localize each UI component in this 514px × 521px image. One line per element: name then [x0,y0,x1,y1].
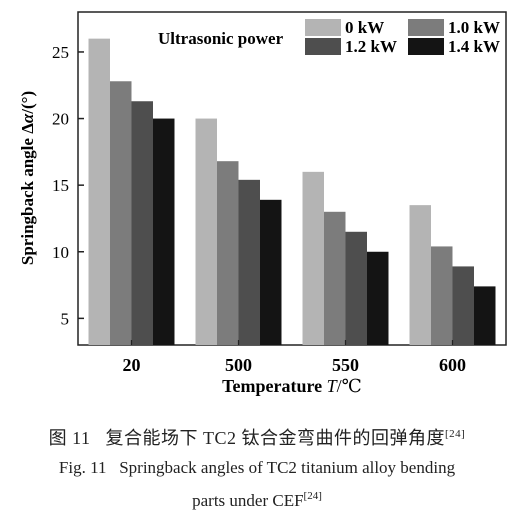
caption-english-line1: Fig. 11 Springback angles of TC2 titaniu… [0,458,514,478]
bar [153,118,175,345]
x-tick-label: 550 [332,355,359,375]
y-tick-label: 25 [52,43,69,62]
y-axis-label-unit: /(°) [18,91,37,115]
caption-english-line2: parts under CEF[24] [0,490,514,511]
y-tick-label: 10 [52,243,69,262]
plot-frame [77,11,507,346]
legend-swatch [305,19,341,36]
legend-title: Ultrasonic power [158,29,284,48]
bar [409,205,431,345]
legend-label: 0 kW [345,18,384,37]
x-axis-label-main: Temperature [222,376,326,396]
bar [431,246,453,345]
legend-label: 1.2 kW [345,37,397,56]
bars-group [88,38,496,345]
legend-swatch [408,38,444,55]
bar [131,101,153,345]
bar [302,171,324,345]
x-axis-label: Temperature T/℃ [222,376,362,396]
x-axis-label-symbol: T [327,376,339,396]
legend-label: 1.0 kW [448,18,500,37]
y-tick-label: 15 [52,176,69,195]
y-axis-label: Springback angle Δα/(°) [18,91,37,265]
x-axis-label-unit: /℃ [337,376,362,396]
caption-en-text1: Springback angles of TC2 titanium alloy … [119,458,456,477]
caption-en-label: Fig. 11 [58,458,107,477]
y-tick-label: 5 [61,309,70,328]
y-axis: 5 10 15 20 25 [52,43,84,328]
x-axis: 20 500 550 600 [123,340,466,375]
bar [88,38,110,345]
bar [345,231,367,345]
y-axis-label-main: Springback angle Δ [18,123,37,265]
x-tick-label: 600 [439,355,466,375]
bar [324,211,346,345]
caption-cn-ref: [24] [445,428,466,440]
bar [110,81,132,345]
caption-cn-label: 图 11 [48,428,91,448]
x-tick-label: 500 [225,355,252,375]
caption-cn-text: 复合能场下 TC2 钛合金弯曲件的回弹角度 [105,428,445,448]
bar [217,161,239,345]
y-tick-label: 20 [52,110,69,129]
legend-swatch [408,19,444,36]
legend-swatch [305,38,341,55]
bar [474,286,496,345]
bar [260,199,282,345]
x-tick-label: 20 [123,355,141,375]
caption-chinese: 图 11 复合能场下 TC2 钛合金弯曲件的回弹角度[24] [0,424,514,450]
legend-label: 1.4 kW [448,37,500,56]
bar [238,179,260,345]
caption-en-ref: [24] [303,490,322,502]
bar [367,251,389,345]
bar [195,118,217,345]
caption-en-text2: parts under CEF [192,491,304,510]
legend: Ultrasonic power 0 kW 1.0 kW 1.2 kW 1.4 kW [158,18,500,56]
y-axis-label-symbol: α [18,113,37,123]
bar [452,266,474,345]
